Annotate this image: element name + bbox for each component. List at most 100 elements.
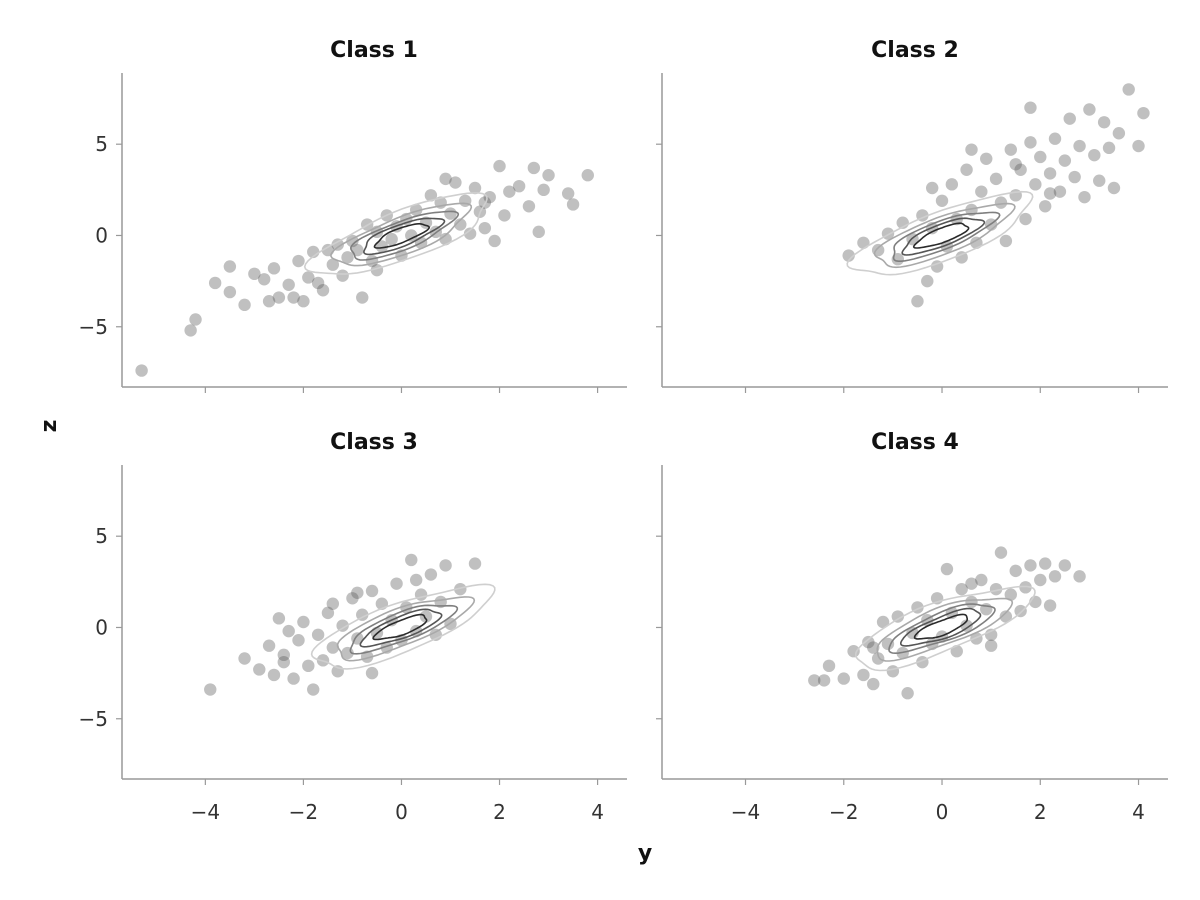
density-contour — [913, 613, 968, 640]
data-point — [1034, 150, 1047, 164]
data-point — [537, 183, 550, 197]
data-point — [1088, 148, 1101, 162]
data-point — [984, 639, 998, 652]
panel-title-class-2: Class 2 — [871, 38, 959, 63]
data-point — [965, 595, 978, 609]
data-point — [463, 227, 477, 240]
data-point — [1029, 178, 1042, 191]
x-tick-label: 0 — [395, 800, 408, 824]
data-point — [950, 645, 963, 658]
data-point — [444, 207, 457, 220]
data-point — [297, 294, 310, 308]
data-point — [808, 674, 821, 687]
data-point — [356, 291, 369, 304]
density-contour — [372, 613, 428, 641]
data-point — [326, 597, 340, 610]
data-point — [351, 243, 364, 257]
density-contour — [876, 597, 1014, 662]
data-point — [940, 562, 954, 576]
data-point — [1004, 588, 1017, 601]
data-point — [1102, 141, 1116, 155]
data-point — [1073, 570, 1086, 583]
data-point — [935, 194, 949, 207]
density-contour — [900, 607, 982, 647]
data-point — [336, 619, 349, 632]
data-point — [1048, 570, 1062, 583]
y-tick-label: 0 — [95, 223, 108, 247]
data-point — [1107, 181, 1121, 195]
data-point — [1132, 139, 1145, 153]
data-point — [493, 159, 506, 173]
data-point — [184, 324, 197, 337]
data-point — [989, 582, 1003, 596]
data-point — [346, 592, 359, 605]
density-contour — [854, 585, 1036, 672]
data-point — [1097, 116, 1111, 129]
data-point — [454, 582, 467, 596]
data-point — [439, 559, 452, 572]
data-point — [468, 181, 482, 195]
y-tick-label: 5 — [95, 524, 108, 548]
data-point — [351, 586, 364, 599]
data-point — [267, 668, 281, 682]
panel-class-2: Class 2 — [656, 38, 1168, 393]
data-point — [965, 577, 978, 590]
density-contour — [363, 217, 446, 256]
y-tick-label: −5 — [79, 315, 108, 339]
data-point — [208, 276, 222, 290]
data-point — [282, 278, 295, 291]
data-point — [857, 668, 870, 682]
data-point — [1083, 103, 1096, 116]
data-point — [1073, 139, 1086, 153]
data-point — [1058, 559, 1072, 572]
data-point — [1009, 564, 1022, 578]
data-point — [257, 273, 271, 286]
data-point — [307, 683, 320, 696]
data-point — [356, 608, 369, 621]
data-point — [842, 249, 855, 262]
density-contour — [846, 190, 1034, 276]
panel-title-class-3: Class 3 — [330, 430, 418, 455]
density-contour — [310, 583, 496, 670]
data-point — [434, 595, 447, 609]
data-point — [1137, 106, 1150, 120]
data-point — [1024, 136, 1037, 149]
data-point — [965, 143, 978, 156]
data-point — [955, 251, 968, 264]
data-point — [1009, 189, 1022, 202]
data-point — [292, 254, 305, 268]
data-point — [405, 553, 418, 567]
x-tick-label: 4 — [1132, 800, 1145, 824]
data-point — [566, 198, 580, 211]
data-point — [994, 196, 1008, 209]
data-point — [837, 672, 850, 685]
x-tick-label: 4 — [591, 800, 604, 824]
data-point — [871, 243, 885, 257]
data-point — [1043, 167, 1057, 180]
data-point — [405, 229, 418, 242]
data-point — [1009, 158, 1022, 171]
density-contour — [373, 223, 431, 249]
data-point — [238, 298, 251, 312]
data-point — [287, 291, 300, 304]
panel-class-1: Class 1 −5 0 5 — [79, 38, 627, 393]
data-point — [817, 674, 831, 687]
data-point — [901, 686, 914, 700]
data-point — [581, 169, 594, 182]
data-point — [925, 181, 939, 195]
data-point — [911, 294, 924, 308]
data-point — [527, 161, 541, 175]
data-point — [862, 635, 875, 649]
data-point — [331, 238, 344, 251]
data-point — [921, 274, 934, 288]
data-point — [189, 313, 202, 326]
data-point — [478, 221, 492, 235]
data-point — [302, 659, 315, 673]
data-point — [871, 652, 885, 665]
data-point — [336, 269, 349, 282]
density-contour — [336, 596, 476, 662]
data-point — [267, 262, 281, 275]
data-point — [1024, 101, 1037, 114]
data-point — [439, 172, 452, 186]
